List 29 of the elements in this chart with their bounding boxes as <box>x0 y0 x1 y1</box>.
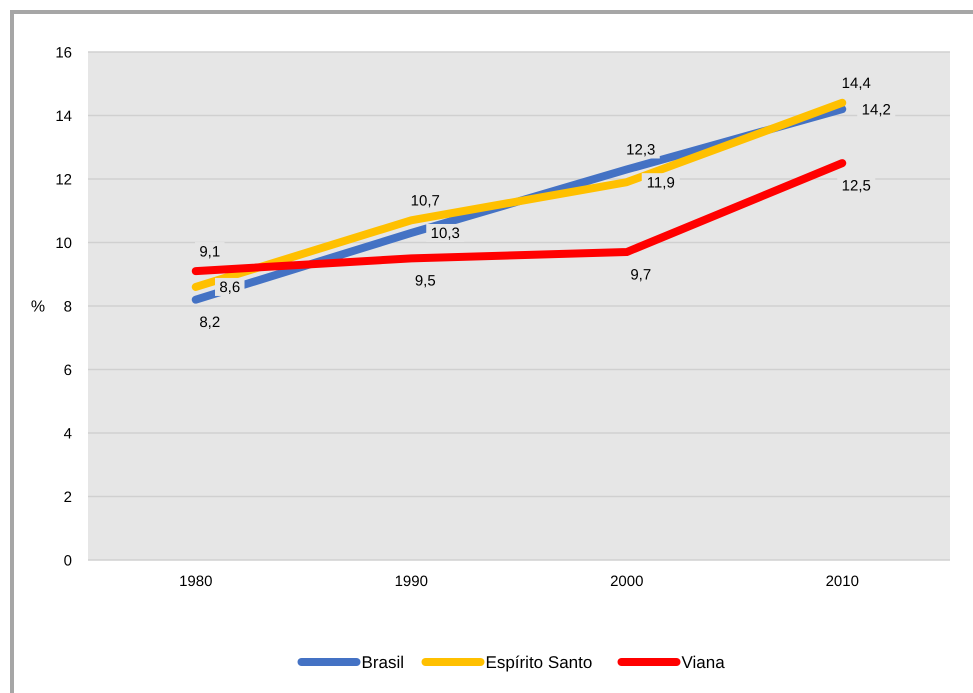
y-axis-title: % <box>30 298 46 316</box>
data-label: 10,7 <box>410 192 440 210</box>
y-tick-label: 8 <box>64 298 72 316</box>
x-tick-label: 1990 <box>394 573 428 590</box>
data-label: 11,9 <box>646 174 675 192</box>
legend-label: Espírito Santo <box>486 652 592 672</box>
data-label: 12,3 <box>626 142 656 159</box>
y-tick-label: 6 <box>64 362 72 379</box>
x-tick-label: 2000 <box>610 573 644 590</box>
data-label: 8,6 <box>219 279 240 296</box>
y-tick-label: 12 <box>55 171 72 188</box>
data-label: 9,7 <box>630 266 652 284</box>
y-tick-label: 14 <box>55 108 72 125</box>
data-label: 12,5 <box>842 177 871 194</box>
data-label: 14,4 <box>842 75 871 92</box>
legend-label: Viana <box>682 652 726 672</box>
data-label: 9,1 <box>199 243 220 260</box>
y-tick-label: 2 <box>64 488 72 506</box>
y-tick-label: 16 <box>55 44 72 62</box>
data-label: 8,2 <box>199 314 220 331</box>
data-label: 14,2 <box>862 101 891 118</box>
data-label: 10,3 <box>430 225 460 242</box>
y-tick-label: 10 <box>55 234 72 252</box>
x-tick-label: 1980 <box>179 573 212 590</box>
x-tick-label: 2010 <box>826 573 859 590</box>
y-tick-label: 4 <box>64 425 72 442</box>
y-tick-label: 0 <box>64 552 72 570</box>
legend-label: Brasil <box>362 652 404 672</box>
data-label: 9,5 <box>414 272 436 290</box>
